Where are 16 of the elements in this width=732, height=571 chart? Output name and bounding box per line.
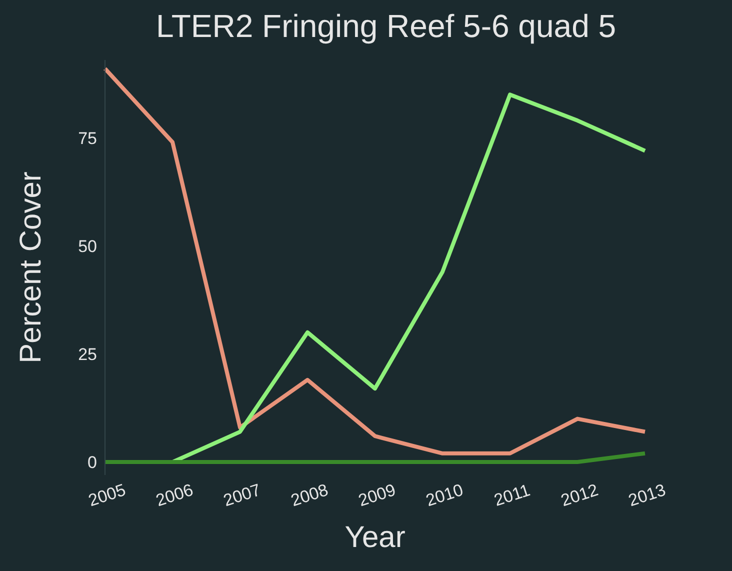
x-tick-label: 2012 (558, 480, 600, 510)
x-tick-label: 2013 (626, 480, 668, 510)
y-axis-title: Percent Cover (14, 172, 48, 364)
x-tick-label: 2009 (356, 480, 398, 510)
x-tick-label: 2008 (288, 480, 330, 510)
x-axis-title: Year (344, 521, 406, 554)
x-tick-label: 2006 (154, 480, 196, 510)
x-tick-label: 2011 (492, 480, 532, 510)
x-tick-label: 2010 (424, 480, 466, 510)
y-tick-label: 25 (78, 344, 97, 364)
x-tick-label: 2007 (221, 480, 263, 510)
y-tick-label: 0 (88, 453, 97, 472)
x-tick-label: 2005 (86, 480, 128, 510)
y-tick-label: 75 (78, 128, 97, 148)
chart-title: LTER2 Fringing Reef 5-6 quad 5 (154, 8, 618, 45)
y-tick-label: 50 (78, 236, 97, 256)
